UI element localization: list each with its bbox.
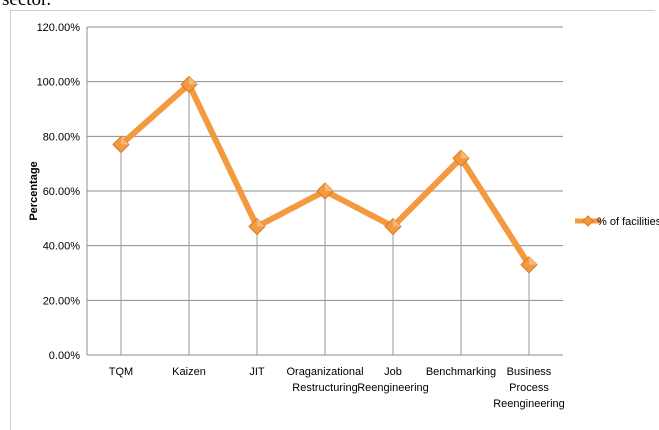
y-axis-title: Percentage — [28, 161, 40, 220]
y-tick-label: 100.00% — [37, 77, 81, 89]
data-point-highlight — [121, 136, 129, 145]
data-point-highlight — [461, 150, 469, 159]
x-tick-label: Reengineering — [357, 382, 429, 394]
x-tick-label: Restructuring — [292, 382, 357, 394]
legend-label: % of facilities — [597, 216, 659, 228]
x-tick-label: Benchmarking — [426, 366, 496, 378]
data-point-highlight — [393, 218, 401, 227]
x-tick-label: Business — [507, 366, 552, 378]
chart-frame — [10, 10, 655, 430]
x-tick-label: Reengineering — [493, 398, 565, 410]
x-tick-label: Process — [509, 382, 549, 394]
y-tick-label: 0.00% — [49, 350, 80, 362]
x-tick-label: Kaizen — [172, 366, 206, 378]
x-tick-label: TQM — [109, 366, 133, 378]
data-point-highlight — [529, 256, 537, 265]
y-tick-label: 20.00% — [43, 295, 81, 307]
y-tick-label: 80.00% — [43, 131, 81, 143]
data-point-highlight — [257, 218, 265, 227]
legend-swatch-marker — [582, 215, 594, 227]
y-tick-label: 120.00% — [37, 22, 81, 34]
x-tick-label: JIT — [249, 366, 265, 378]
data-point-highlight — [325, 183, 333, 191]
x-tick-label: Job — [384, 366, 402, 378]
y-tick-label: 60.00% — [43, 186, 81, 198]
y-tick-label: 40.00% — [43, 241, 81, 253]
x-tick-label: Oraganizational — [286, 366, 363, 378]
caption-fragment: sector. — [2, 0, 51, 11]
data-point-highlight — [189, 76, 197, 85]
